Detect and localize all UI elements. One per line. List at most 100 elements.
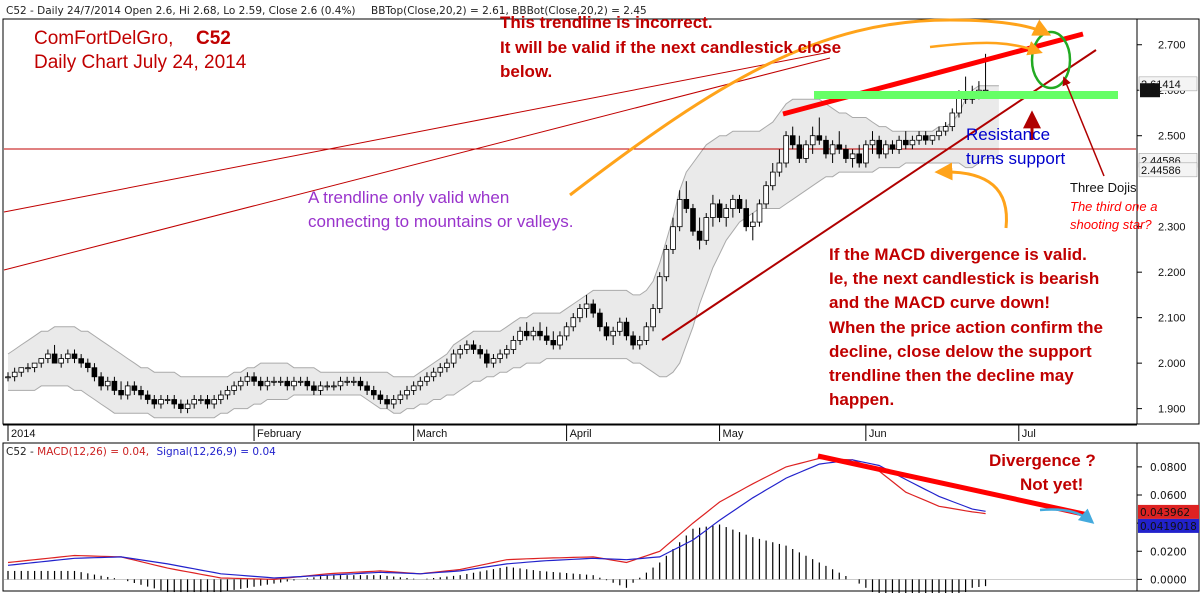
price-tick-label: 2.300 bbox=[1158, 222, 1186, 234]
candle bbox=[124, 381, 131, 400]
candle-body bbox=[903, 139, 909, 146]
candle bbox=[144, 390, 151, 405]
signal-value-label: 0.0419018 bbox=[1140, 521, 1197, 533]
candle-body bbox=[949, 112, 956, 128]
candle-body bbox=[856, 153, 862, 164]
candle-body bbox=[417, 380, 424, 387]
candle bbox=[889, 140, 896, 154]
candle bbox=[224, 385, 231, 400]
candle bbox=[417, 376, 424, 391]
candle bbox=[91, 363, 98, 382]
candle-body bbox=[942, 126, 949, 132]
candle bbox=[617, 317, 623, 336]
candle-body bbox=[344, 380, 350, 383]
candle-body bbox=[683, 198, 690, 209]
note-divergence-line2: Not yet! bbox=[1020, 475, 1083, 494]
note-macd-line1: If the MACD divergence is valid. bbox=[829, 245, 1087, 264]
candle bbox=[297, 376, 304, 386]
bollinger-band bbox=[8, 85, 999, 418]
macd-panel bbox=[2, 442, 1138, 592]
candle bbox=[457, 344, 463, 359]
candle bbox=[809, 126, 816, 154]
note-macd-line6: trendline then the decline may bbox=[829, 366, 1074, 385]
candle-body bbox=[38, 358, 45, 364]
macd-value-label: 0.043962 bbox=[1140, 507, 1190, 519]
candle-body bbox=[231, 385, 237, 391]
candle-body bbox=[477, 349, 483, 355]
price-tick-label: 2.100 bbox=[1158, 313, 1186, 325]
candle-body bbox=[271, 380, 277, 383]
note-shooting-star-line1: The third one a bbox=[1070, 199, 1157, 214]
candle bbox=[517, 326, 523, 345]
candle bbox=[756, 199, 763, 227]
candle bbox=[257, 376, 264, 391]
candle bbox=[829, 140, 836, 164]
candle-body bbox=[357, 380, 364, 387]
candle-body bbox=[703, 217, 710, 241]
candle-body bbox=[78, 358, 85, 364]
candle-body bbox=[836, 144, 843, 150]
orange-arrow-trendline-note bbox=[569, 18, 1052, 197]
candle-body bbox=[922, 135, 929, 141]
candle bbox=[178, 399, 184, 414]
candle bbox=[723, 203, 729, 227]
candle bbox=[849, 149, 856, 168]
candle bbox=[158, 394, 164, 409]
candle-body bbox=[11, 371, 18, 378]
candle bbox=[550, 331, 557, 350]
candle bbox=[317, 381, 324, 395]
note-divergence: Divergence ? Not yet! bbox=[989, 451, 1096, 494]
candle-body bbox=[510, 339, 517, 350]
candle-body bbox=[630, 335, 636, 346]
note-three-dojis: Three Dojis bbox=[1070, 180, 1137, 195]
candle bbox=[284, 376, 291, 391]
candle-body bbox=[770, 171, 776, 187]
candle bbox=[710, 194, 716, 227]
candle bbox=[583, 294, 590, 318]
candle bbox=[650, 304, 656, 332]
candle-body bbox=[637, 339, 643, 346]
candle-body bbox=[65, 353, 71, 359]
candle bbox=[104, 376, 111, 391]
signal-value-box bbox=[1138, 518, 1199, 533]
candle-body bbox=[723, 208, 729, 219]
price-label-box bbox=[1140, 83, 1160, 98]
price-tick-label: 2.000 bbox=[1158, 358, 1186, 370]
candle-body bbox=[331, 385, 337, 388]
candle-body bbox=[244, 376, 251, 382]
candle bbox=[643, 322, 650, 345]
note-trendline-incorrect-line1: This trendline is incorrect. bbox=[500, 13, 713, 32]
candle bbox=[783, 131, 789, 168]
candle bbox=[51, 344, 58, 364]
candle bbox=[430, 367, 437, 382]
note-shooting-star: The third one a shooting star? bbox=[1070, 199, 1157, 232]
candle bbox=[98, 372, 104, 391]
candle-body bbox=[58, 358, 64, 364]
long-trendline-1 bbox=[3, 57, 831, 271]
candle-body bbox=[716, 203, 723, 218]
candle-body bbox=[670, 226, 676, 250]
candle bbox=[803, 140, 809, 164]
chart-title-company: ComFortDelGro, bbox=[34, 28, 173, 49]
note-divergence-line1: Divergence ? bbox=[989, 451, 1096, 470]
candle bbox=[903, 131, 909, 150]
candle-body bbox=[550, 339, 557, 346]
candle-body bbox=[397, 394, 404, 400]
candle-body bbox=[503, 349, 510, 355]
month-label: February bbox=[257, 428, 302, 440]
candle-body bbox=[796, 144, 803, 159]
candle bbox=[404, 385, 410, 400]
price-tick-label: 1.900 bbox=[1158, 404, 1186, 416]
candle bbox=[896, 135, 902, 154]
candle-body bbox=[470, 344, 477, 350]
candle-body bbox=[424, 376, 430, 382]
candle bbox=[324, 381, 330, 391]
candle-body bbox=[251, 376, 257, 382]
candle bbox=[716, 199, 723, 223]
candle bbox=[530, 326, 537, 341]
candle bbox=[470, 340, 477, 355]
candle bbox=[942, 122, 949, 136]
candle-body bbox=[650, 308, 656, 328]
note-resistance-line1: Resistance bbox=[966, 125, 1050, 144]
candle-body bbox=[603, 326, 610, 337]
